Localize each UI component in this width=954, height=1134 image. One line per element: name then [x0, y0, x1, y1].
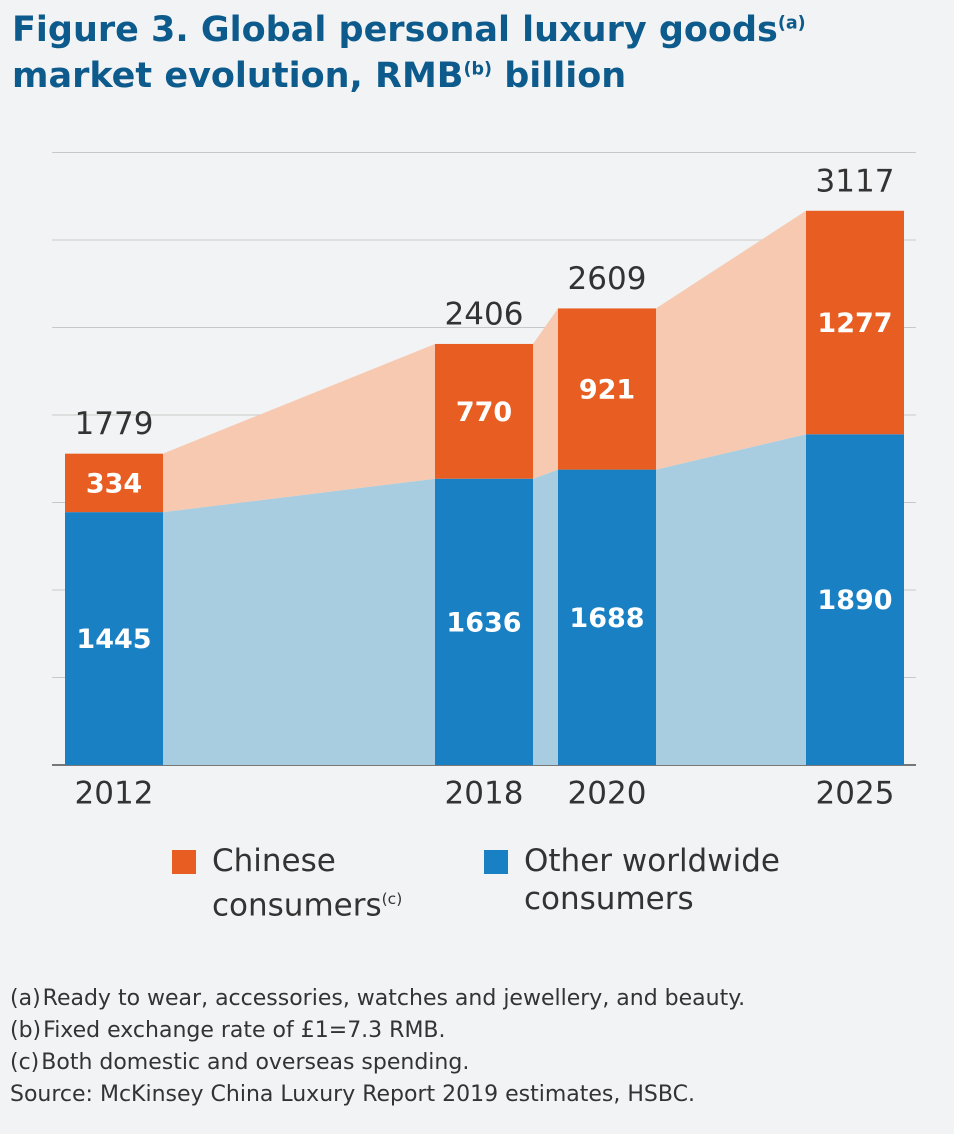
title-line: Figure 3. Global personal luxury goods(a…	[12, 10, 806, 50]
data-label: 1445	[76, 624, 151, 655]
total-label: 2406	[445, 296, 524, 332]
title-text: market evolution, RMB	[12, 56, 464, 96]
total-label: 3117	[816, 163, 895, 199]
data-label: 334	[86, 468, 142, 499]
bar-segment	[558, 308, 656, 470]
legend-swatch	[484, 850, 508, 874]
data-label: 1636	[446, 607, 521, 638]
title-text: Figure 3. Global personal luxury goods	[12, 10, 778, 50]
area	[533, 308, 558, 479]
data-label: 1890	[817, 585, 892, 616]
area	[533, 469, 558, 765]
footnote: (c)Both domestic and overseas spending.	[10, 1047, 745, 1079]
legend-label: Other worldwide consumers	[524, 842, 804, 918]
legend-note: (c)	[381, 890, 403, 908]
data-label: 921	[579, 375, 635, 406]
legend-swatch	[172, 850, 196, 874]
footnote: (b)Fixed exchange rate of £1=7.3 RMB.	[10, 1015, 745, 1047]
total-label: 2609	[568, 261, 647, 297]
bar-segment	[435, 478, 533, 765]
area	[656, 434, 806, 765]
x-tick-label: 2018	[445, 776, 524, 812]
total-label: 1779	[75, 406, 154, 442]
legend-text: Chinese consumers	[212, 843, 382, 924]
bar-segment	[806, 434, 904, 765]
area	[656, 210, 806, 470]
data-label: 770	[456, 397, 512, 428]
title-text: billion	[504, 56, 627, 96]
bar-segment	[558, 469, 656, 765]
title-sup: (b)	[463, 59, 493, 80]
footnote-marker: (a)	[10, 986, 41, 1011]
footnote-text: Ready to wear, accessories, watches and …	[42, 986, 746, 1011]
footnote-text: Fixed exchange rate of £1=7.3 RMB.	[43, 1018, 446, 1043]
legend-text: Other worldwide consumers	[524, 843, 780, 917]
footnote-text: Both domestic and overseas spending.	[41, 1050, 470, 1075]
data-label: 1277	[817, 308, 892, 339]
x-tick-label: 2020	[568, 776, 647, 812]
bar-segment	[65, 453, 163, 513]
notes: (a)Ready to wear, accessories, watches a…	[10, 983, 745, 1111]
bar-segment	[65, 512, 163, 765]
legend-label: Chinese consumers(c)	[212, 842, 412, 924]
chart: 1445 334 1779 2012 1636 770 2406 2018 1688 921 260…	[52, 152, 916, 812]
x-tick-label: 2012	[75, 776, 154, 812]
title-sup: (a)	[777, 13, 806, 34]
footnote: (a)Ready to wear, accessories, watches a…	[10, 983, 745, 1015]
title-line: market evolution, RMB(b) billion	[12, 56, 626, 96]
area	[163, 343, 435, 513]
footnote-marker: (c)	[10, 1050, 40, 1075]
area	[163, 478, 435, 765]
data-label: 1688	[569, 603, 644, 634]
x-tick-label: 2025	[816, 776, 895, 812]
source: Source: McKinsey China Luxury Report 201…	[10, 1082, 695, 1107]
footnote-marker: (b)	[10, 1018, 42, 1043]
bar-segment	[806, 210, 904, 435]
bar-segment	[435, 343, 533, 479]
